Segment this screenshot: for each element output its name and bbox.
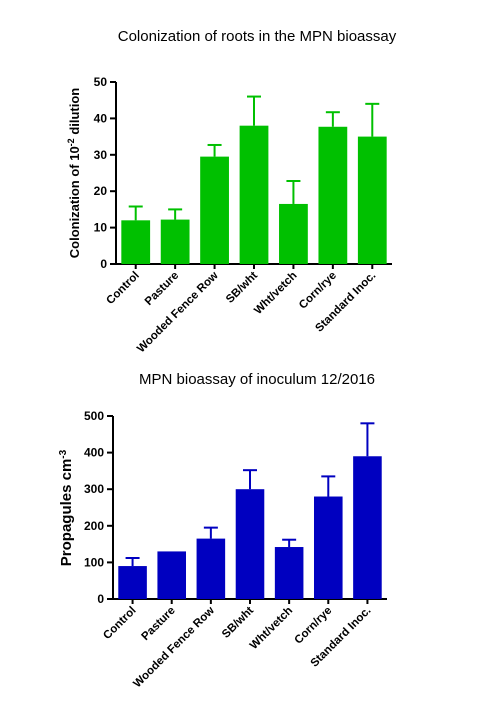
chart1-y-label-suffix: dilution xyxy=(67,88,82,139)
chart2-y-label-prefix: Propagules cm xyxy=(58,459,75,567)
chart-mpn-inoculum: MPN bioassay of inoculum 12/2016 Propagu… xyxy=(58,371,387,690)
chart1-y-label-prefix: Colonization of 10 xyxy=(67,146,82,258)
chart2-y-label-sup: -3 xyxy=(58,449,69,458)
chart2-category-label: Wht/vetch xyxy=(248,605,295,652)
chart2-category-label: Wooded Fence Row xyxy=(131,605,217,691)
chart2-title: MPN bioassay of inoculum 12/2016 xyxy=(139,371,375,388)
chart1-bar xyxy=(318,126,348,264)
chart2-y-tick-label: 300 xyxy=(84,482,104,496)
chart1-category-label: Wht/vetch xyxy=(252,270,299,317)
chart1-bar xyxy=(200,156,229,264)
chart2-bar xyxy=(157,551,187,599)
chart1-category-label: Wooded Fence Row xyxy=(135,270,221,356)
chart1-y-axis-label: Colonization of 10-2 dilution xyxy=(66,88,82,259)
chart2-y-tick-label: 200 xyxy=(84,519,104,533)
chart2-bar xyxy=(196,538,226,599)
chart1-y-tick-label: 0 xyxy=(100,257,107,271)
chart1-bar xyxy=(357,136,387,264)
chart1-title: Colonization of roots in the MPN bioassa… xyxy=(118,28,397,45)
chart1-y-tick-label: 50 xyxy=(94,75,108,89)
chart1-y-tick-label: 10 xyxy=(94,221,108,235)
chart2-category-label: Pasture xyxy=(140,605,178,643)
chart1-category-label: SB/wht xyxy=(224,270,260,306)
chart2-y-tick-label: 0 xyxy=(97,592,104,606)
chart2-bar xyxy=(313,496,343,599)
chart1-y-tick-label: 40 xyxy=(94,111,108,125)
chart1-y-label-sup: -2 xyxy=(66,138,76,146)
chart2-y-tick-label: 500 xyxy=(84,409,104,423)
chart1-category-label: Corn/rye xyxy=(297,270,339,312)
chart2-y-tick-label: 400 xyxy=(84,446,104,460)
chart2-bar xyxy=(274,547,304,599)
chart1-bar xyxy=(160,219,190,264)
chart1-bar xyxy=(279,203,308,264)
chart1-bar xyxy=(121,220,151,264)
chart2-category-label: Control xyxy=(101,605,138,642)
chart-colonization: Colonization of roots in the MPN bioassa… xyxy=(66,28,397,355)
chart1-y-tick-label: 20 xyxy=(94,184,108,198)
chart2-y-axis-label: Propagules cm-3 xyxy=(58,449,76,566)
chart1-bar xyxy=(239,125,269,265)
chart2-bar xyxy=(235,489,265,599)
chart1-category-label: Pasture xyxy=(143,270,181,308)
chart1-y-tick-label: 30 xyxy=(94,148,108,162)
chart1-category-label: Control xyxy=(104,270,141,307)
chart2-category-label: SB/wht xyxy=(220,605,256,641)
chart2-y-tick-label: 100 xyxy=(84,555,104,569)
chart2-bar xyxy=(118,566,147,599)
chart2-bar xyxy=(353,456,382,599)
